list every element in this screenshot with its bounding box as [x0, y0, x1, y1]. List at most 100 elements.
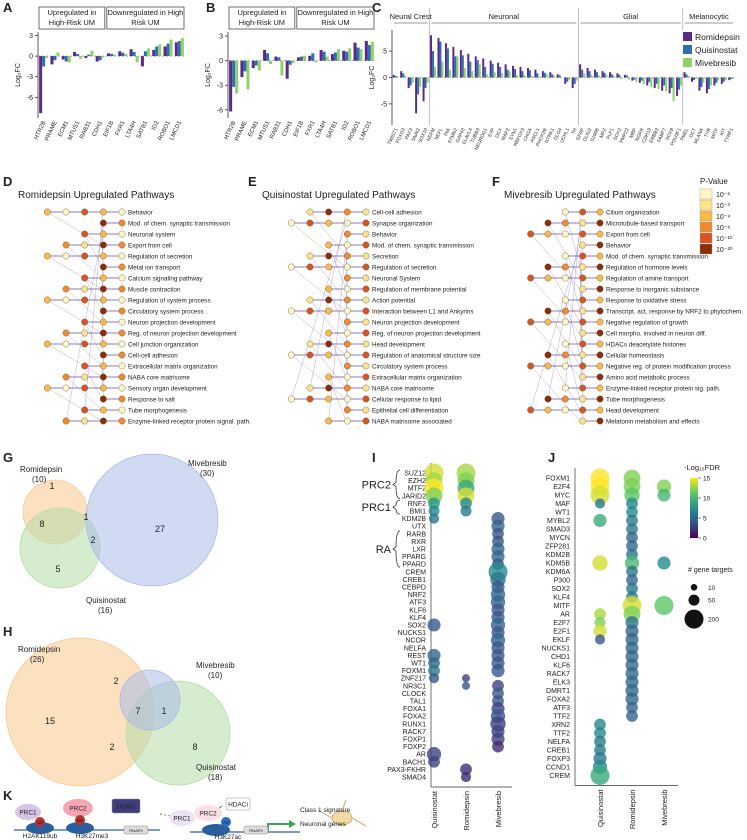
bar: [461, 55, 464, 78]
pvalue-swatch: [699, 232, 713, 244]
network-node: [118, 417, 126, 425]
network-node: [343, 340, 351, 348]
bar: [45, 56, 49, 59]
venn-count: 1: [161, 706, 166, 716]
venn-set-name: Romidepsin: [20, 465, 62, 474]
bar: [676, 77, 679, 96]
network-node: [81, 340, 89, 348]
pathway-label: Negative reg. of protein modification pr…: [606, 363, 731, 370]
bar: [392, 74, 395, 78]
x-tick-label: SYN1: [508, 127, 519, 141]
row-label: SMAD3: [546, 527, 570, 534]
dot: [460, 505, 472, 517]
network-node: [343, 373, 351, 381]
pathway-label: Export from cell: [606, 231, 650, 238]
schematic-label: H2AK119ub: [23, 833, 58, 840]
bar: [67, 56, 71, 63]
bracket-label: PRC2: [362, 479, 391, 491]
row-label: NUCKS1: [542, 646, 571, 653]
network-node: [118, 351, 126, 359]
network-node: [81, 384, 89, 392]
dot: [594, 735, 606, 748]
network-edge: [547, 233, 581, 400]
row-label: LXR: [412, 547, 426, 554]
bar: [549, 72, 552, 78]
venn-set-total: (10): [208, 671, 223, 680]
dot: [460, 763, 472, 776]
legend-label: Mivebresib: [695, 58, 736, 68]
column-label: Romidepsin: [462, 791, 471, 831]
bar: [246, 60, 250, 90]
row-label: ATF3: [409, 600, 426, 607]
network-edge: [530, 321, 581, 378]
venn-count: 27: [155, 524, 165, 534]
schematic-shape: [194, 805, 222, 821]
bar: [61, 56, 65, 60]
group-box: [38, 6, 106, 30]
network-node: [118, 296, 126, 304]
network-node: [579, 252, 587, 260]
dot: [626, 523, 638, 535]
dot: [626, 497, 638, 510]
panel-letter: G: [3, 450, 13, 465]
network-node: [343, 263, 351, 271]
network-node: [325, 351, 333, 359]
pvalue-swatch: [699, 243, 713, 255]
row-label: NELFA: [548, 739, 571, 746]
x-tick-label: GFAP: [575, 127, 586, 141]
network-node: [579, 307, 587, 315]
row-label: BMI1: [410, 509, 426, 516]
bar: [493, 72, 496, 78]
network-node: [306, 219, 314, 227]
panel-letter: J: [548, 450, 555, 465]
bar: [353, 42, 357, 61]
colorbar-tick-label: 5: [703, 516, 707, 523]
bar: [288, 60, 292, 65]
network-node: [99, 219, 107, 227]
network-edge: [565, 222, 581, 389]
network-node: [544, 274, 552, 282]
network-node: [596, 230, 604, 238]
network-node: [544, 318, 552, 326]
network-node: [118, 340, 126, 348]
bar: [722, 77, 725, 82]
network-node: [62, 285, 70, 293]
row-label: E2F4: [553, 484, 570, 491]
pathway-label: NABA matrisome associated: [372, 418, 452, 425]
x-tick-label: OLIG2: [582, 127, 594, 143]
pathway-label: Regulation of system process: [128, 297, 211, 304]
row-label: ATF3: [553, 705, 570, 712]
network-node: [306, 307, 314, 315]
bar: [257, 60, 261, 71]
panel-letter: H: [3, 624, 12, 639]
network-edge: [291, 310, 347, 356]
pathway-label: Circulatory system process: [372, 363, 448, 370]
x-tick-label: DCX: [494, 127, 504, 139]
bar: [603, 72, 606, 78]
network-node: [362, 263, 370, 271]
pathway-label: Cellular homeostasis: [606, 352, 664, 359]
network-node: [362, 395, 370, 403]
network-node: [62, 241, 70, 249]
network-node: [362, 406, 370, 414]
schematic-shape: [225, 797, 251, 811]
column-label: Mivebresib: [660, 790, 669, 826]
pathway-label: Extracellular matrix organization: [372, 374, 462, 381]
bracket-label: PRC1: [362, 502, 391, 514]
legend-label: Romidepsin: [695, 32, 740, 42]
row-label: FOXA1: [403, 706, 426, 713]
row-label: RUNX1: [402, 721, 426, 728]
network-edge: [65, 288, 103, 323]
network-node: [81, 252, 89, 260]
network-node: [579, 219, 587, 227]
network-node: [118, 307, 126, 315]
venn-set-total: (18): [208, 773, 223, 782]
pathway-label: Mod. of chem. synaptic transmission: [372, 242, 474, 249]
bar: [409, 77, 412, 86]
network-node: [118, 373, 126, 381]
network-node: [343, 219, 351, 227]
x-tick-label: SATB1: [326, 120, 340, 140]
row-label: FOXM1: [546, 476, 570, 483]
bar: [411, 77, 414, 83]
network-node: [579, 351, 587, 359]
